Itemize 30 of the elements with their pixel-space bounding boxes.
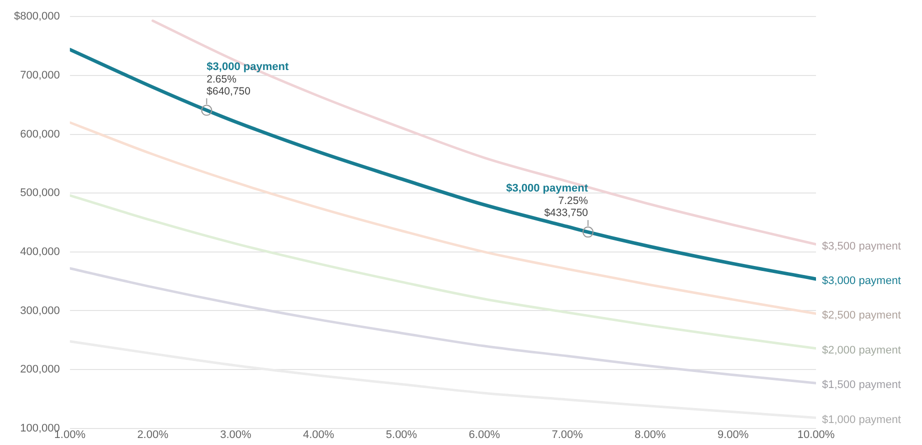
line-series xyxy=(70,267,816,384)
y-tick-label: $800,000 xyxy=(14,10,60,23)
line-series xyxy=(70,194,816,350)
y-tick-label: 600,000 xyxy=(20,128,60,140)
x-tick-label: 4.00% xyxy=(302,429,334,442)
y-tick-label: 500,000 xyxy=(20,187,60,200)
line-series xyxy=(70,48,816,281)
series-label: $2,500 payment xyxy=(822,310,901,322)
x-tick-label: 7.00% xyxy=(552,429,584,442)
x-tick-label: 2.00% xyxy=(137,429,169,442)
x-tick-label: 8.00% xyxy=(634,429,666,442)
line-series xyxy=(152,19,816,246)
x-tick-label: 10.00% xyxy=(797,429,835,442)
y-tick-label: 200,000 xyxy=(20,364,60,376)
series-label: $3,500 payment xyxy=(822,240,901,252)
x-tick-label: 6.00% xyxy=(468,429,500,442)
series-label: $2,000 payment xyxy=(822,344,901,356)
y-tick-label: 400,000 xyxy=(20,246,60,258)
line-series xyxy=(70,340,816,420)
line-series xyxy=(70,121,816,315)
x-tick-label: 9.00% xyxy=(717,429,749,442)
series-label: $3,000 payment xyxy=(822,275,901,288)
x-tick-label: 5.00% xyxy=(386,429,418,442)
series-label: $1,000 payment xyxy=(822,414,901,426)
annotation: $3,000 payment 7.25% $433,750 xyxy=(506,182,588,220)
y-tick-label: 300,000 xyxy=(20,304,60,317)
y-tick-label: 700,000 xyxy=(20,69,60,82)
series-label: $1,500 payment xyxy=(822,379,901,392)
x-tick-label: 3.00% xyxy=(220,429,252,442)
annotation: $3,000 payment 2.65% $640,750 xyxy=(206,60,289,98)
